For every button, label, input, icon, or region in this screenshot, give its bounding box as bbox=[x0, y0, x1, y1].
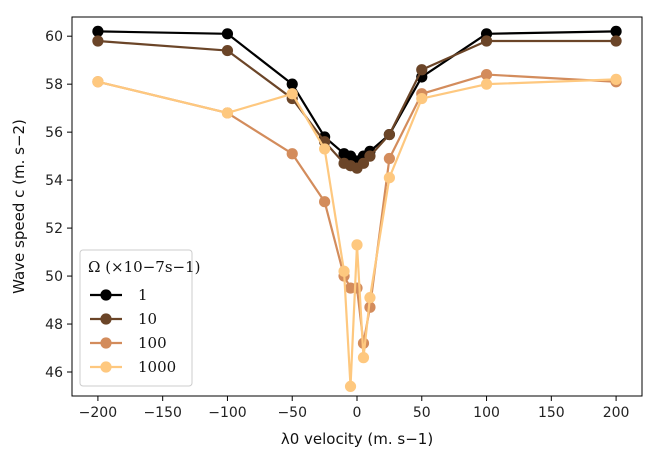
data-point bbox=[383, 128, 395, 141]
y-tick-label: 48 bbox=[45, 317, 63, 333]
data-point bbox=[610, 35, 622, 47]
legend-item-1: 1 bbox=[90, 286, 148, 304]
data-point bbox=[364, 150, 376, 162]
x-tick-label: 200 bbox=[603, 405, 630, 421]
data-point bbox=[416, 92, 428, 105]
data-point bbox=[319, 196, 331, 208]
legend-label: 1 bbox=[138, 286, 148, 304]
legend-marker bbox=[100, 337, 112, 349]
legend-marker bbox=[100, 313, 112, 325]
legend-label: 10 bbox=[138, 310, 157, 328]
x-tick-label: 100 bbox=[473, 405, 500, 421]
series-1000 bbox=[92, 73, 622, 393]
legend-label: 1000 bbox=[138, 358, 176, 376]
legend-title: Ω (×10−7s−1) bbox=[88, 258, 201, 276]
data-point bbox=[610, 25, 622, 37]
y-tick-label: 54 bbox=[45, 173, 63, 189]
y-tick-label: 58 bbox=[45, 77, 63, 93]
x-tick-label: −50 bbox=[277, 405, 307, 421]
x-tick-label: −150 bbox=[143, 405, 181, 421]
axis-ticks: −200 −150 −100 −50 0 50 100 150 200 46 48 50 52 54 56 5… bbox=[45, 29, 629, 421]
data-point bbox=[221, 28, 234, 40]
data-point bbox=[383, 172, 395, 184]
data-point bbox=[286, 88, 298, 100]
data-point bbox=[92, 25, 104, 37]
data-point bbox=[357, 157, 370, 169]
series-line-1 bbox=[97, 30, 617, 163]
data-point bbox=[351, 239, 363, 251]
data-point bbox=[92, 76, 104, 88]
data-point bbox=[319, 143, 331, 155]
y-tick-label: 50 bbox=[45, 269, 63, 285]
data-point bbox=[610, 73, 622, 85]
data-point bbox=[364, 292, 376, 304]
data-point bbox=[338, 265, 350, 277]
data-point bbox=[383, 152, 395, 165]
x-axis-label: λ0 velocity (m. s−1) bbox=[281, 430, 433, 448]
data-point bbox=[286, 148, 298, 160]
legend: Ω (×10−7s−1) 1 10 100 1000 bbox=[79, 249, 201, 387]
series-line-10 bbox=[97, 39, 617, 170]
x-tick-label: −100 bbox=[208, 405, 246, 421]
x-tick-label: 0 bbox=[353, 405, 362, 421]
legend-box bbox=[79, 249, 193, 387]
data-point bbox=[480, 35, 493, 47]
legend-label: 100 bbox=[138, 334, 167, 352]
legend-item-1000: 1000 bbox=[90, 358, 176, 376]
plot-area bbox=[92, 25, 622, 393]
legend-marker bbox=[100, 361, 112, 373]
data-point bbox=[221, 107, 234, 119]
data-point bbox=[480, 68, 493, 81]
x-tick-label: 150 bbox=[538, 405, 565, 421]
legend-item-100: 100 bbox=[90, 334, 167, 352]
legend-item-10: 10 bbox=[90, 310, 157, 328]
data-point bbox=[286, 78, 298, 90]
data-point bbox=[92, 35, 104, 47]
y-tick-label: 52 bbox=[45, 221, 63, 237]
data-point bbox=[221, 44, 234, 57]
legend-items: 1 10 100 1000 bbox=[90, 286, 176, 376]
data-point bbox=[480, 78, 493, 90]
data-point bbox=[416, 64, 428, 76]
series-10 bbox=[92, 35, 622, 174]
x-tick-label: 50 bbox=[413, 405, 431, 421]
y-tick-label: 60 bbox=[45, 29, 63, 45]
data-point bbox=[351, 282, 363, 294]
y-tick-label: 46 bbox=[45, 365, 63, 381]
y-tick-label: 56 bbox=[45, 125, 63, 141]
data-point bbox=[344, 380, 357, 393]
y-axis-label: Wave speed c (m. s−2) bbox=[10, 119, 28, 294]
x-tick-label: −200 bbox=[79, 405, 117, 421]
data-point bbox=[357, 352, 370, 364]
legend-marker bbox=[100, 289, 112, 301]
